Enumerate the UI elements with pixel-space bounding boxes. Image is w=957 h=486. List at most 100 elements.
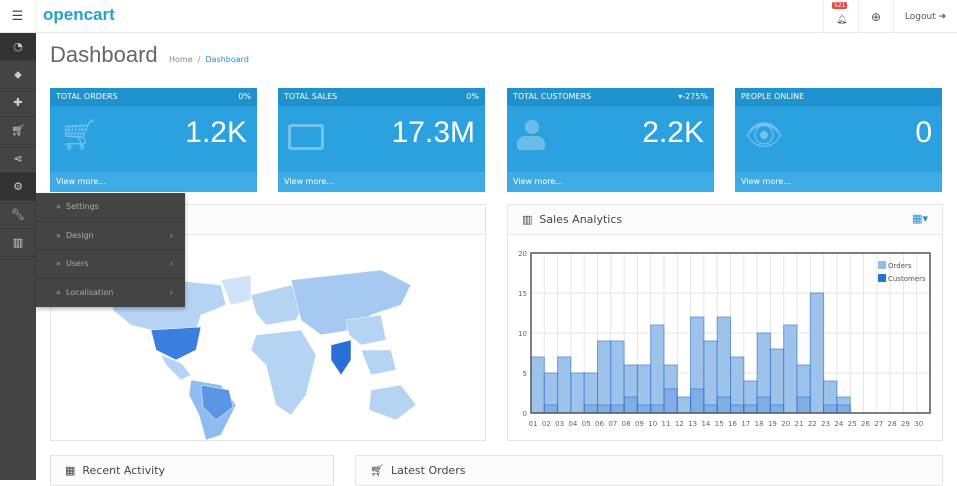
x-tick-label: 06 [595, 420, 604, 428]
puzzle-icon[interactable]: ✚ [0, 89, 36, 117]
bar-orders [650, 324, 665, 414]
tile-value: 2.2K [642, 116, 704, 149]
x-tick-label: 30 [914, 420, 923, 428]
map-australia [368, 384, 417, 421]
x-tick-label: 05 [582, 420, 591, 428]
page-title: Dashboard [50, 42, 158, 67]
bar-chart-icon: ▥ [522, 213, 533, 226]
bar-chart-icon[interactable]: ▥ [0, 229, 36, 257]
x-tick-label: 18 [755, 420, 764, 428]
bar-customers [836, 404, 851, 414]
tile-total-orders: TOTAL ORDERS 0% 🛒︎ 1.2K View more... [50, 88, 257, 192]
menu-item-users[interactable]: » Users › [36, 250, 185, 279]
x-tick-label: 07 [608, 420, 617, 428]
bar-orders [570, 372, 585, 414]
map-brazil [200, 384, 234, 421]
view-more-link[interactable]: View more... [50, 172, 257, 192]
tile-value: 0 [915, 116, 932, 149]
x-tick-label: 17 [741, 420, 750, 428]
x-tick-label: 21 [795, 420, 804, 428]
x-tick-label: 04 [568, 420, 577, 428]
bar-customers [597, 404, 612, 414]
x-tick-label: 20 [781, 420, 790, 428]
eye-icon: 👁︎ [745, 118, 784, 153]
gear-icon[interactable]: ⚙ [0, 173, 36, 201]
menu-label: Localisation [66, 287, 114, 297]
bar-customers [716, 396, 731, 414]
x-tick-label: 11 [662, 420, 671, 428]
wrench-icon[interactable]: 🔧︎ [0, 201, 36, 229]
x-tick-label: 01 [529, 420, 538, 428]
notifications-button[interactable]: 521 🔔︎ [823, 0, 858, 33]
menu-item-design[interactable]: » Design › [36, 222, 185, 250]
chevron-right-icon: › [169, 259, 173, 268]
map-russia-asia [290, 269, 412, 336]
y-tick-label: 0 [523, 410, 527, 418]
menu-item-localisation[interactable]: » Localisation › [36, 279, 185, 308]
breadcrumb-home[interactable]: Home [169, 55, 193, 64]
bar-customers [623, 396, 638, 414]
bar-customers [583, 404, 598, 414]
calendar-dropdown-icon[interactable]: ▦▾ [912, 212, 928, 225]
recent-activity-panel: ▦ Recent Activity [50, 455, 334, 486]
tile-title: TOTAL CUSTOMERS [513, 92, 592, 101]
breadcrumb: Home / Dashboard [169, 55, 249, 64]
bar-customers [650, 404, 665, 414]
lifebuoy-icon: ⊕ [870, 9, 882, 24]
bar-customers [823, 404, 838, 414]
map-europe [250, 284, 307, 326]
tile-total-customers: TOTAL CUSTOMERS ▾-275% 2.2K View more... [507, 88, 714, 192]
bar-customers [690, 388, 705, 414]
panel-title: Sales Analytics [539, 213, 623, 226]
help-button[interactable]: ⊕ [858, 0, 893, 33]
tile-title: TOTAL ORDERS [56, 92, 118, 101]
view-more-link[interactable]: View more... [278, 172, 485, 192]
cart-icon[interactable]: 🛒︎ [0, 117, 36, 145]
dashboard-icon[interactable]: ◔ [0, 33, 36, 61]
cart-icon: 🛒︎ [370, 464, 384, 477]
x-tick-label: 22 [808, 420, 817, 428]
menu-item-settings[interactable]: » Settings [36, 193, 185, 222]
bar-customers [769, 404, 785, 414]
bar-orders [597, 340, 612, 414]
bell-icon: 🔔︎ [836, 15, 848, 25]
user-icon [517, 118, 545, 150]
legend-swatch [878, 274, 886, 282]
menu-toggle-icon[interactable]: ☰ [0, 0, 36, 33]
caret-down-icon: ▾ [678, 92, 683, 101]
bar-orders [530, 356, 545, 414]
sidebar: ◔ ⬥ ✚ 🛒︎ ⋖ ⚙ 🔧︎ ▥ [0, 33, 36, 480]
map-se-asia [360, 349, 397, 376]
y-tick-label: 10 [518, 330, 527, 338]
tile-title: TOTAL SALES [284, 92, 338, 101]
bar-orders [676, 396, 692, 414]
x-tick-label: 26 [861, 420, 870, 428]
bar-orders [703, 340, 718, 414]
menu-label: Users [66, 259, 89, 268]
bar-customers [703, 404, 718, 414]
view-more-link[interactable]: View more... [735, 172, 942, 192]
logout-label: Logout [904, 11, 936, 22]
view-more-link[interactable]: View more... [507, 172, 714, 192]
x-tick-label: 16 [728, 420, 737, 428]
breadcrumb-dashboard[interactable]: Dashboard [205, 55, 249, 64]
bar-customers [756, 396, 771, 414]
x-tick-label: 23 [821, 420, 830, 428]
x-tick-label: 15 [715, 420, 724, 428]
logo[interactable]: opencart [43, 5, 115, 24]
x-tick-label: 14 [701, 420, 710, 428]
share-icon[interactable]: ⋖ [0, 145, 36, 173]
sales-analytics-panel: ▥ Sales Analytics ▦▾ 0 5 10 15 20 01 02 03 04 05 0… [507, 204, 943, 441]
legend-label: Orders [888, 262, 912, 270]
tile-change: 0% [466, 92, 479, 101]
latest-orders-panel: 🛒︎ Latest Orders [355, 455, 943, 486]
legend-label: Customers [888, 275, 926, 283]
x-tick-label: 28 [888, 420, 897, 428]
tile-value: 1.2K [185, 116, 247, 149]
panel-title: Latest Orders [390, 464, 466, 477]
bar-orders [769, 348, 785, 414]
map-china [345, 314, 387, 346]
logout-button[interactable]: Logout ➜ [893, 0, 957, 33]
x-tick-label: 24 [834, 420, 843, 428]
tag-icon[interactable]: ⬥ [0, 61, 36, 89]
